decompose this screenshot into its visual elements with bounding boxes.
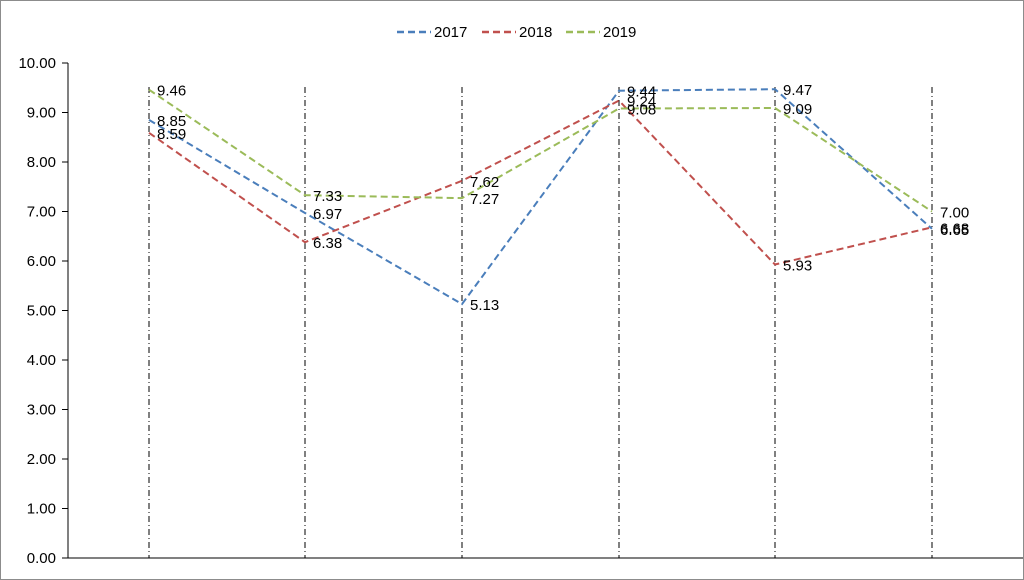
y-tick-label: 0.00	[27, 550, 56, 567]
data-label-2017: 5.13	[470, 297, 499, 314]
legend-label-2017: 2017	[434, 24, 467, 41]
legend-label-2019: 2019	[603, 24, 636, 41]
y-tick-label: 10.00	[18, 55, 56, 72]
data-label-2017: 9.44	[627, 84, 656, 101]
series-lines	[148, 88, 933, 306]
y-tick-label: 6.00	[27, 253, 56, 270]
data-label-2018: 6.68	[940, 220, 969, 237]
data-label-2018: 7.62	[470, 174, 499, 191]
y-tick-label: 7.00	[27, 204, 56, 221]
data-label-2019: 7.27	[470, 191, 499, 208]
data-label-2018: 6.38	[313, 235, 342, 252]
data-label-2018: 9.24	[627, 94, 656, 111]
drop-lines	[148, 87, 933, 558]
y-tick-label: 1.00	[27, 501, 56, 518]
data-label-2017: 8.85	[157, 113, 186, 130]
data-label-2019: 9.08	[627, 102, 656, 119]
data-label-2019: 9.46	[157, 83, 186, 100]
legend-item-2019: 2019	[566, 24, 636, 41]
series-line-2017	[148, 88, 933, 306]
y-axis: 0.00 1.00 2.00 3.00 4.00 5.00 6.00 7.00 8.00 9.00…	[18, 55, 69, 567]
data-label-2018: 8.59	[157, 126, 186, 143]
y-tick-label: 8.00	[27, 154, 56, 171]
y-tick-label: 4.00	[27, 352, 56, 369]
series-line-2018	[148, 99, 933, 266]
data-labels: 8.85 6.97 5.13 9.44 9.47 6.65 8.59 6.38 7.62 9.24…	[157, 82, 969, 314]
y-tick-label: 2.00	[27, 451, 56, 468]
data-label-2019: 7.33	[313, 188, 342, 205]
data-label-2017: 6.97	[313, 206, 342, 223]
data-label-2019: 7.00	[940, 205, 969, 222]
y-tick-label: 3.00	[27, 402, 56, 419]
y-tick-label: 9.00	[27, 105, 56, 122]
legend-item-2018: 2018	[482, 24, 552, 41]
data-label-2017: 9.47	[783, 82, 812, 99]
data-label-2019: 9.09	[783, 101, 812, 118]
series-line-2019	[148, 88, 933, 213]
legend-item-2017: 2017	[397, 24, 467, 41]
legend: 2017 2018 2019	[397, 24, 636, 41]
y-tick-label: 5.00	[27, 303, 56, 320]
legend-label-2018: 2018	[519, 24, 552, 41]
data-label-2018: 5.93	[783, 257, 812, 274]
data-label-2017: 6.65	[940, 222, 969, 239]
